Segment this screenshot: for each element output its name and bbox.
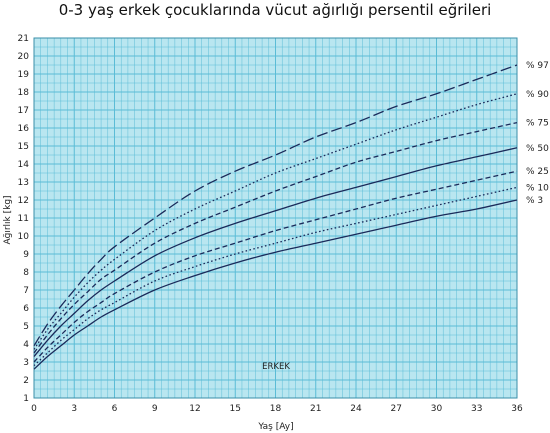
series-label: % 25 [526,167,549,177]
y-tick-label: 19 [18,70,30,80]
x-tick-label: 3 [71,404,77,414]
x-tick-label: 21 [310,404,321,414]
series-line [33,170,518,363]
y-tick-label: 14 [18,160,30,170]
series-label: % 3 [526,196,543,206]
y-tick-label: 3 [23,358,29,368]
y-tick-label: 2 [23,376,29,386]
x-tick-label: 18 [270,404,282,414]
x-tick-label: 36 [511,404,523,414]
y-tick-label: 7 [23,286,29,296]
y-tick-label: 12 [18,196,29,206]
series-label: % 97 [526,61,549,71]
labels: 0 3 6 9 12 15 18 21 24 27 30 33 36123456789101112131… [18,34,550,414]
x-tick-label: 0 [31,404,37,414]
y-tick-label: 18 [18,88,30,98]
y-axis-label: Ağırlık [kg] [3,195,13,244]
series-label: % 10 [526,183,549,193]
x-tick-label: 30 [431,404,443,414]
series-line [33,186,518,367]
series-lines [33,64,518,370]
y-tick-label: 5 [23,322,29,332]
series-line [33,199,518,370]
y-tick-label: 17 [18,106,29,116]
x-tick-label: 9 [152,404,158,414]
y-tick-label: 9 [23,250,29,260]
y-tick-label: 4 [23,340,29,350]
series-line [33,93,518,350]
y-tick-label: 6 [23,304,29,314]
y-tick-label: 8 [23,268,29,278]
y-tick-label: 1 [23,394,29,404]
chart-title: 0-3 yaş erkek çocuklarında vücut ağırlığ… [58,1,492,19]
series-label: % 75 [526,119,549,129]
plot-border [33,37,518,399]
y-tick-label: 10 [18,232,30,242]
gender-label: ERKEK [262,362,290,372]
y-tick-label: 11 [18,214,29,224]
y-tick-label: 13 [18,178,29,188]
y-tick-label: 21 [18,34,29,44]
x-tick-label: 15 [230,404,241,414]
x-tick-label: 12 [189,404,200,414]
y-tick-label: 20 [18,52,30,62]
series-line [33,147,518,358]
series-line [33,121,518,354]
grid [33,37,518,399]
x-axis-label: Yaş [Ay] [257,422,293,432]
x-tick-label: 6 [112,404,118,414]
x-tick-label: 24 [350,404,362,414]
y-tick-label: 15 [18,142,29,152]
x-tick-label: 27 [391,404,402,414]
x-tick-label: 33 [471,404,482,414]
series-line [33,64,518,347]
series-label: % 50 [526,144,549,154]
y-tick-label: 16 [18,124,30,134]
series-label: % 90 [526,90,549,100]
